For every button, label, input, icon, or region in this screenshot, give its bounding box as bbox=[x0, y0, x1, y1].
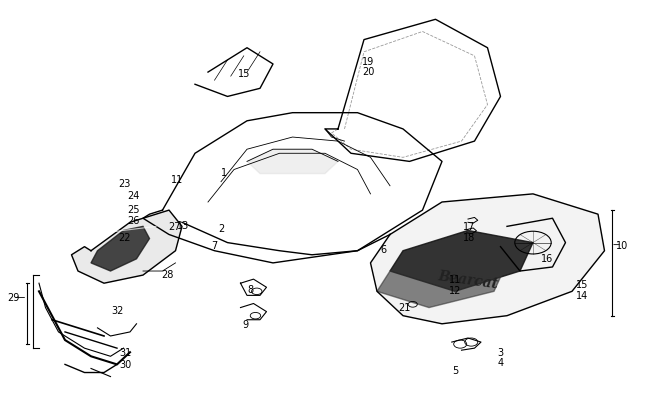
Text: 3: 3 bbox=[497, 347, 504, 357]
Text: 20: 20 bbox=[362, 67, 375, 77]
Text: 24: 24 bbox=[127, 190, 140, 200]
Polygon shape bbox=[72, 211, 182, 284]
Text: 31: 31 bbox=[120, 347, 131, 357]
Text: 11: 11 bbox=[449, 275, 461, 284]
Text: 8: 8 bbox=[247, 285, 254, 294]
Polygon shape bbox=[370, 194, 604, 324]
Text: 15: 15 bbox=[237, 69, 250, 79]
Text: 23: 23 bbox=[118, 178, 131, 188]
Polygon shape bbox=[390, 231, 533, 292]
Text: 25: 25 bbox=[127, 205, 140, 214]
Text: 15: 15 bbox=[575, 280, 588, 290]
Text: Bearcat: Bearcat bbox=[437, 269, 499, 290]
Text: 9: 9 bbox=[242, 319, 249, 329]
Text: 18: 18 bbox=[463, 233, 475, 243]
Text: 17: 17 bbox=[463, 222, 476, 232]
Text: 22: 22 bbox=[118, 233, 131, 243]
Text: 1: 1 bbox=[221, 167, 228, 177]
Polygon shape bbox=[247, 150, 338, 174]
Text: 4: 4 bbox=[497, 358, 504, 367]
Text: 21: 21 bbox=[398, 302, 411, 312]
Text: 19: 19 bbox=[363, 57, 374, 66]
Text: 16: 16 bbox=[541, 254, 553, 263]
Text: 28: 28 bbox=[161, 270, 174, 279]
Text: 11: 11 bbox=[171, 175, 183, 184]
Text: 5: 5 bbox=[452, 366, 458, 375]
Text: 29: 29 bbox=[6, 293, 20, 303]
Text: ARCTIC CAT: ARCTIC CAT bbox=[441, 243, 469, 252]
Text: 27: 27 bbox=[168, 222, 181, 232]
Text: 13: 13 bbox=[177, 221, 189, 230]
Text: 7: 7 bbox=[211, 240, 218, 250]
Text: 30: 30 bbox=[120, 360, 131, 369]
Polygon shape bbox=[91, 227, 150, 271]
Text: 14: 14 bbox=[576, 291, 588, 301]
Text: 2: 2 bbox=[218, 224, 224, 234]
Text: 10: 10 bbox=[616, 240, 628, 250]
Text: 26: 26 bbox=[127, 216, 140, 226]
Polygon shape bbox=[377, 255, 507, 308]
Text: 12: 12 bbox=[448, 286, 461, 295]
Text: 32: 32 bbox=[111, 306, 124, 315]
Text: 6: 6 bbox=[380, 244, 387, 254]
